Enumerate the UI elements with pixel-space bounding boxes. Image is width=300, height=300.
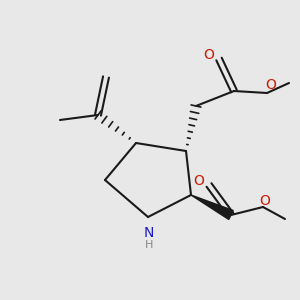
Text: N: N: [144, 226, 154, 240]
Text: O: O: [260, 194, 270, 208]
Polygon shape: [191, 195, 233, 220]
Text: O: O: [266, 78, 276, 92]
Text: O: O: [204, 48, 214, 62]
Text: H: H: [145, 240, 153, 250]
Text: O: O: [194, 174, 204, 188]
